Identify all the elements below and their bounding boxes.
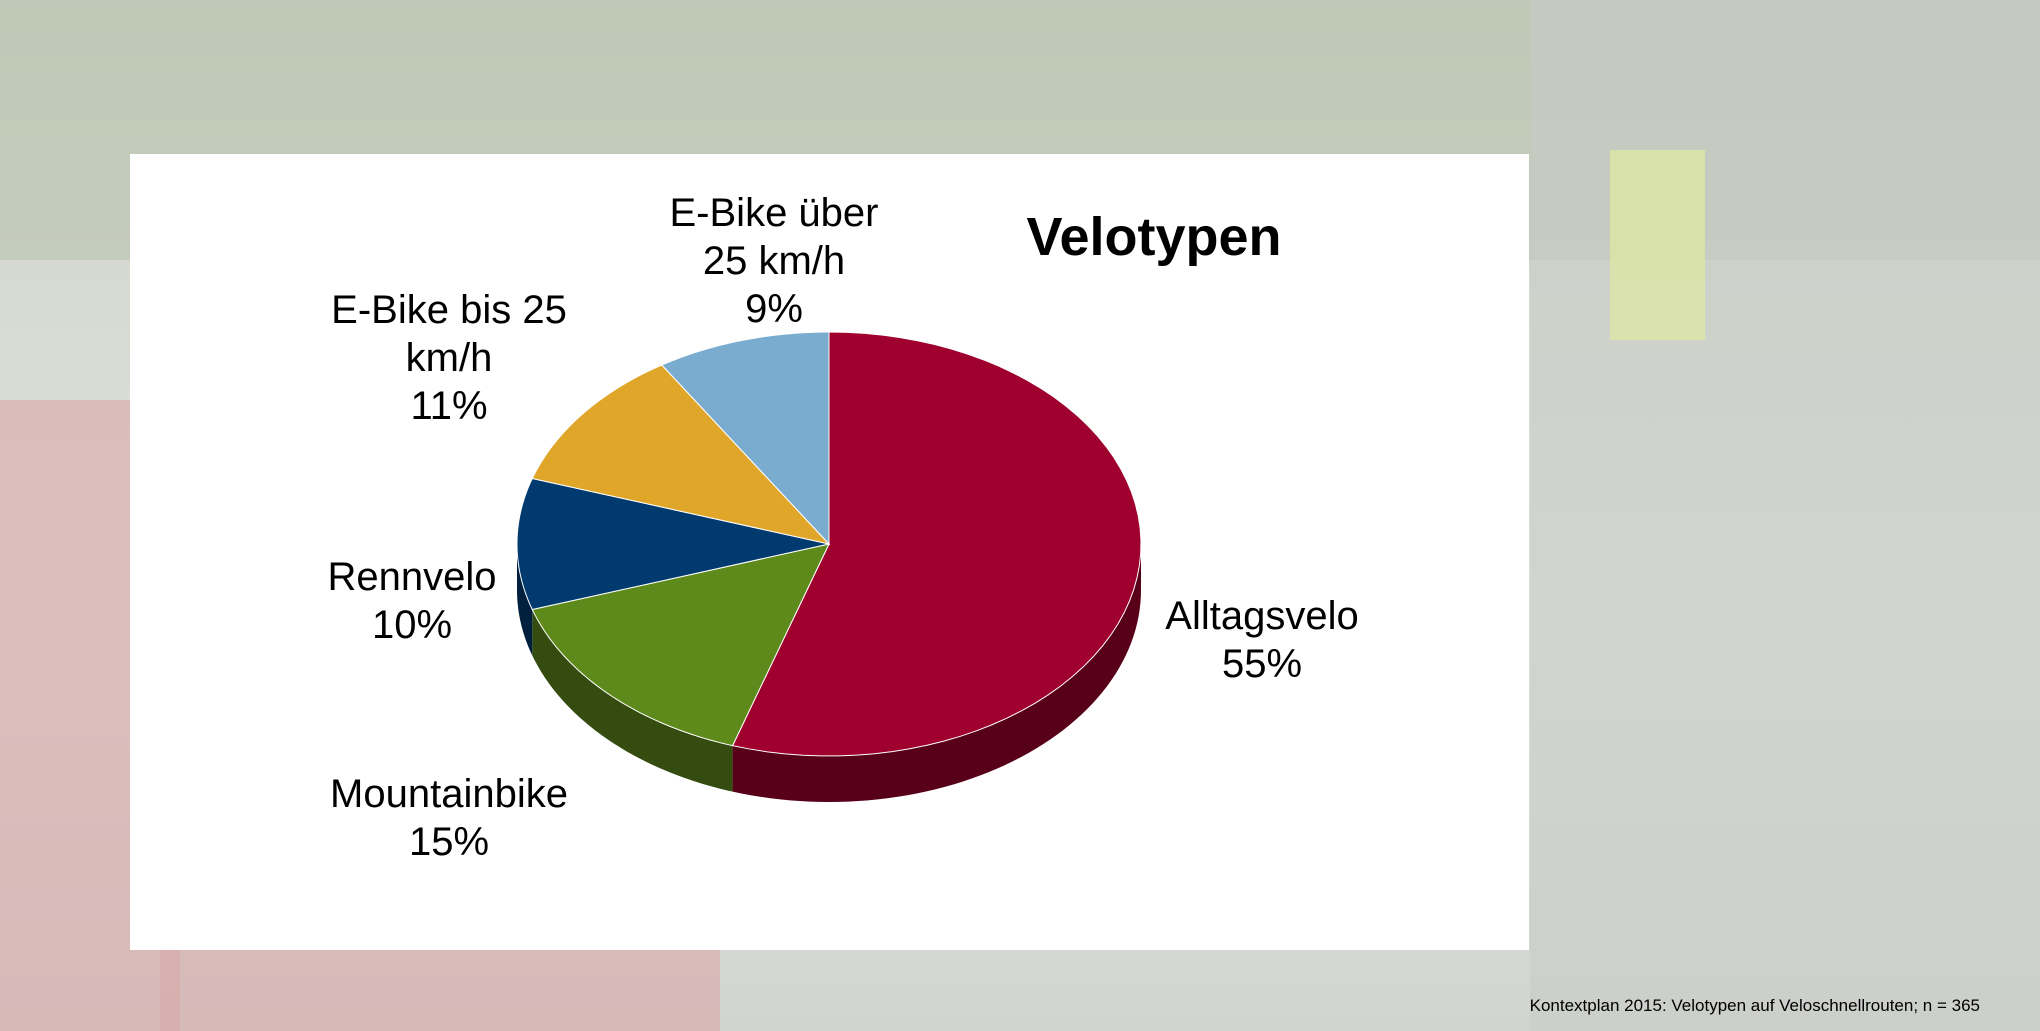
pie-chart [0, 0, 2040, 1031]
category-label: E-Bike über 25 km/h [657, 189, 892, 285]
value-label: 55% [1132, 640, 1392, 688]
chart-title: Velotypen [1026, 206, 1281, 268]
category-label: E-Bike bis 25 km/h [322, 286, 577, 382]
value-label: 9% [657, 285, 892, 333]
value-label: 11% [322, 382, 577, 430]
category-label: Rennvelo [282, 553, 542, 601]
page: Velotypen Alltagsvelo55% Mountainbike15% R… [0, 0, 2040, 1031]
category-label: Mountainbike [299, 770, 599, 818]
value-label: 10% [282, 601, 542, 649]
value-label: 15% [299, 818, 599, 866]
category-label: Alltagsvelo [1132, 592, 1392, 640]
source-note: Kontextplan 2015: Velotypen auf Veloschn… [1530, 996, 1980, 1016]
